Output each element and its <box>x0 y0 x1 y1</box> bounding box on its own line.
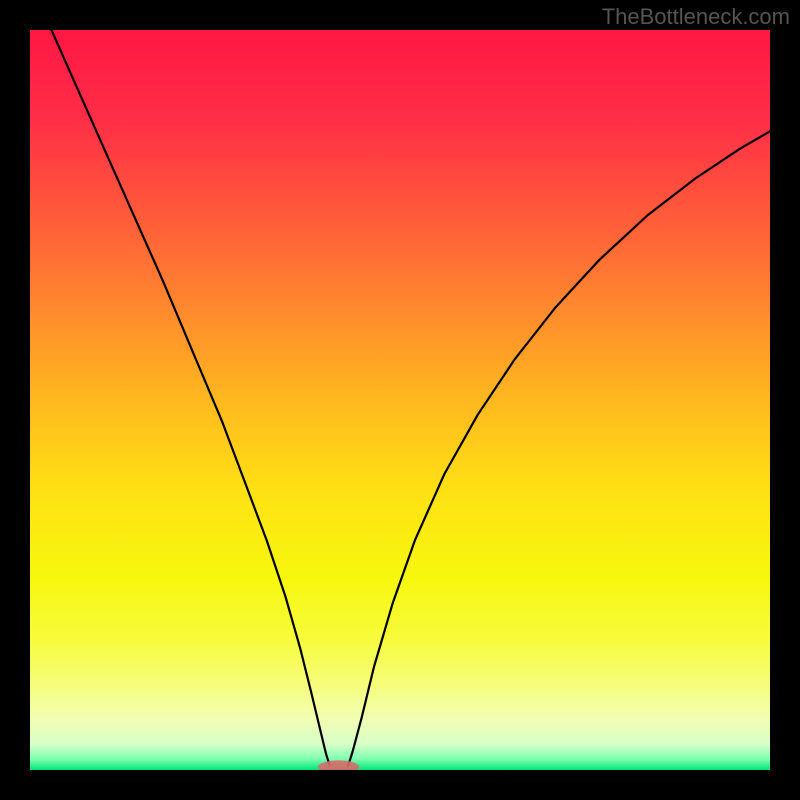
chart-container: TheBottleneck.com <box>0 0 800 800</box>
plot-svg <box>30 30 770 770</box>
plot-background <box>30 30 770 770</box>
watermark-text: TheBottleneck.com <box>602 4 790 30</box>
